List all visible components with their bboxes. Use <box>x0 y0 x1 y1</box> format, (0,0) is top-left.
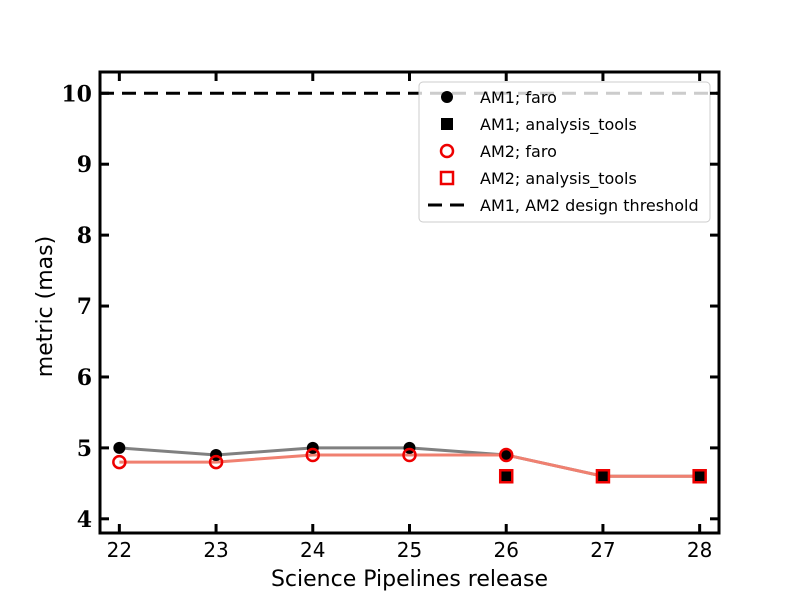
point-2-3 <box>693 470 706 483</box>
x-tick-label: 25 <box>397 538 422 562</box>
y-tick-label: 5 <box>77 436 92 462</box>
y-tick-label: 9 <box>77 152 92 178</box>
y-tick-label: 4 <box>77 507 92 533</box>
point-4-2 <box>595 469 611 484</box>
y-tick-label: 6 <box>77 365 92 391</box>
x-tick-label: 26 <box>493 538 518 562</box>
legend-label-3: AM2; faro <box>480 142 557 161</box>
point-3-4 <box>402 447 417 463</box>
y-axis-label: metric (mas) <box>33 236 58 377</box>
x-tick-label: 23 <box>203 538 228 562</box>
point-2-2 <box>596 470 609 483</box>
point-1-5 <box>500 448 513 461</box>
point-3-2 <box>208 454 224 470</box>
legend-marker-1 <box>441 91 453 103</box>
legend-marker-3 <box>439 143 455 159</box>
y-tick-label: 8 <box>77 223 92 249</box>
y-tick-label: 10 <box>61 81 92 107</box>
x-tick-label: 27 <box>590 538 615 562</box>
axis-ticks: 22 23 24 25 26 27 28 4 5 6 7 8 9 10 <box>61 72 719 562</box>
point-3-1 <box>112 454 127 470</box>
legend: AM1; faro AM1; analysis_tools AM2; faro AM2… <box>418 81 711 223</box>
x-tick-label: 22 <box>107 538 132 562</box>
legend-label-5: AM1, AM2 design threshold <box>480 196 699 215</box>
x-tick-label: 24 <box>300 538 325 562</box>
point-4-1 <box>498 469 514 484</box>
point-3-5 <box>498 447 514 463</box>
legend-box <box>418 81 711 223</box>
legend-label-2: AM1; analysis_tools <box>480 115 637 135</box>
point-1-1 <box>113 441 126 454</box>
x-axis-label: Science Pipelines release <box>271 567 548 592</box>
legend-marker-2 <box>441 118 453 130</box>
legend-label-1: AM1; faro <box>480 88 557 107</box>
point-3-3 <box>305 447 321 463</box>
point-4-3 <box>692 469 707 484</box>
y-tick-label: 7 <box>77 294 92 320</box>
legend-label-4: AM2; analysis_tools <box>480 169 637 189</box>
legend-marker-4 <box>439 170 455 186</box>
point-2-1 <box>500 470 513 483</box>
series-line-2 <box>119 453 700 478</box>
x-tick-label: 28 <box>687 538 712 562</box>
